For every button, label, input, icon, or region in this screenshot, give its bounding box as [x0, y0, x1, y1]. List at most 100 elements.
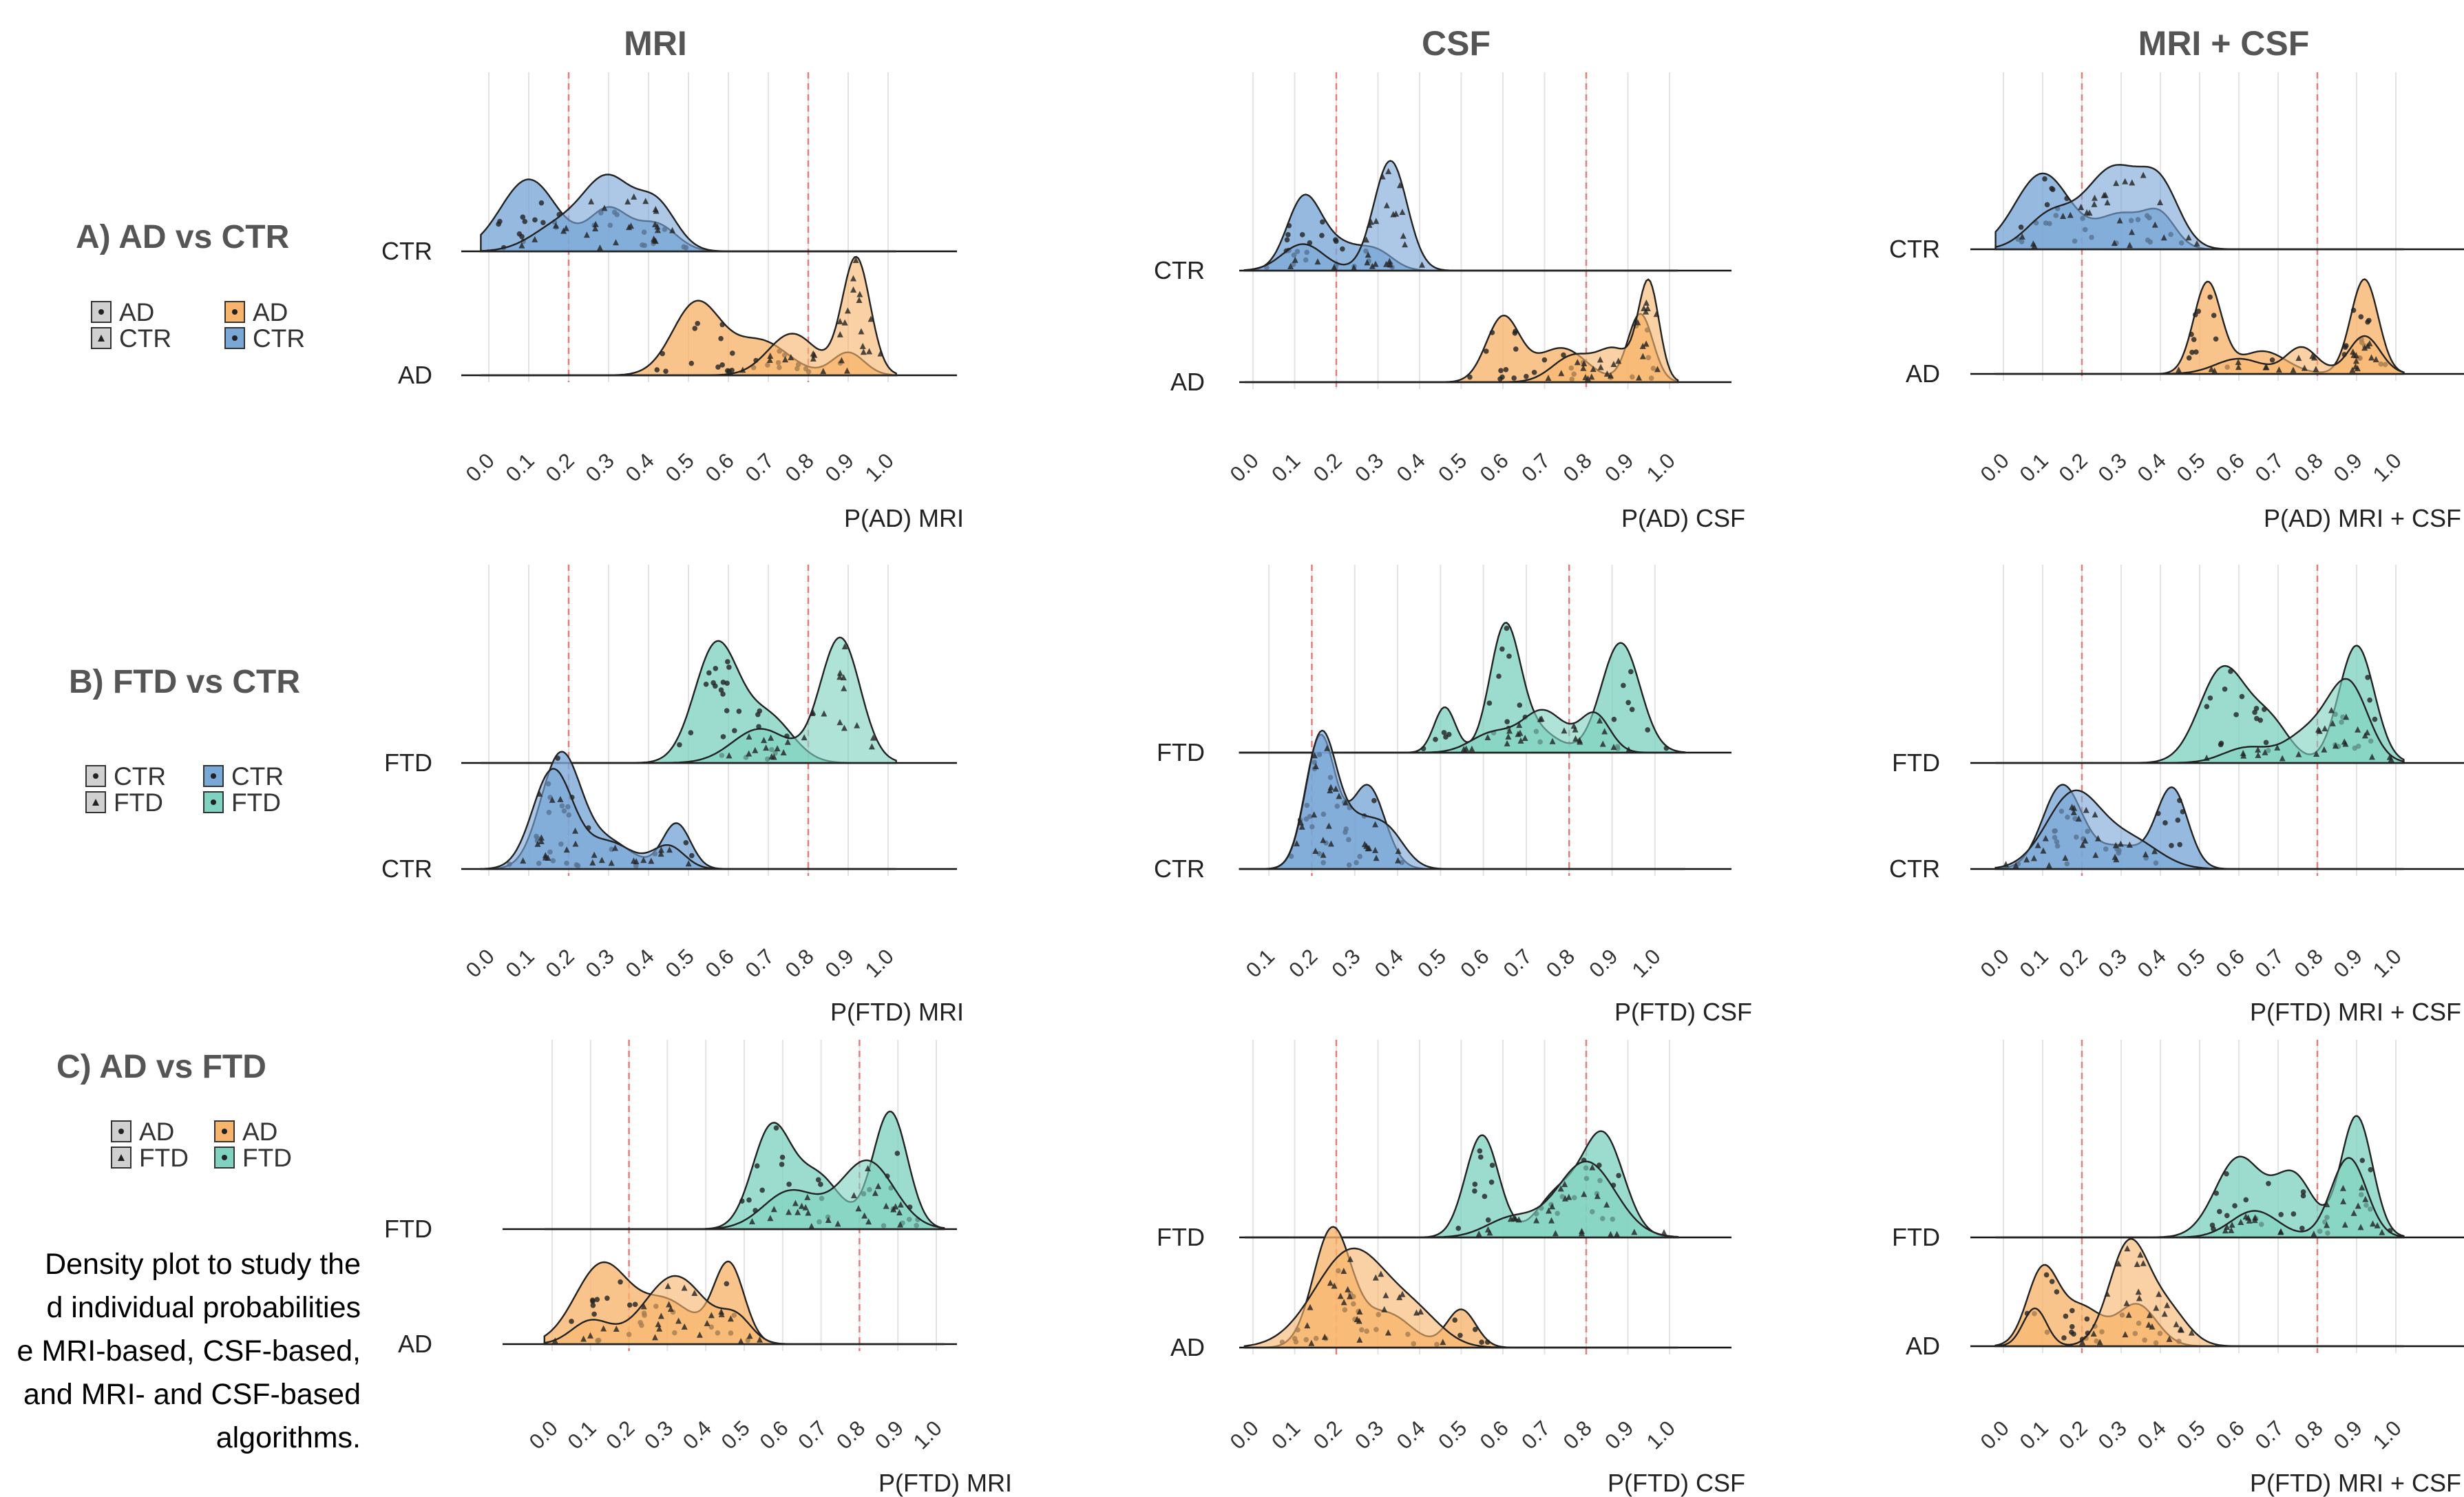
point-triangle — [1546, 1207, 1552, 1214]
point-triangle — [1517, 729, 1524, 736]
point — [746, 1197, 752, 1203]
point — [2061, 1335, 2067, 1341]
point — [724, 1281, 730, 1287]
point-triangle — [727, 1315, 734, 1322]
tick-label: 0.7 — [2251, 1416, 2288, 1454]
point-triangle — [798, 1202, 805, 1209]
point-triangle — [739, 366, 746, 373]
point-triangle — [1654, 366, 1661, 373]
point — [2064, 196, 2070, 202]
point — [2193, 349, 2199, 355]
point-triangle — [1510, 1214, 1517, 1221]
point-triangle — [786, 1208, 792, 1215]
point-triangle — [2125, 1311, 2132, 1318]
tick-label: 0.7 — [741, 944, 779, 982]
point — [538, 200, 545, 206]
point-triangle — [520, 857, 527, 864]
point-triangle — [557, 795, 564, 802]
tick-label: 0.8 — [781, 448, 819, 486]
point-triangle — [2208, 366, 2215, 373]
x-axis-label: P(FTD) MRI — [878, 1469, 1012, 1497]
point-triangle — [1601, 728, 1608, 735]
point-triangle — [685, 860, 692, 867]
point-triangle — [2040, 847, 2047, 854]
point — [2291, 1211, 2297, 1217]
point-triangle — [1580, 364, 1587, 371]
point — [2049, 1279, 2055, 1284]
point — [497, 218, 503, 224]
tick-label: 0.3 — [581, 448, 619, 486]
tick-label: 0.1 — [1267, 448, 1305, 486]
point-triangle — [1312, 763, 1319, 770]
point — [2204, 704, 2210, 709]
ridge-label-ftd: FTD — [384, 748, 432, 777]
x-axis-label: P(FTD) MRI + CSF — [2250, 998, 2461, 1026]
point — [773, 1125, 779, 1131]
point — [590, 1302, 596, 1308]
point-triangle — [531, 235, 538, 242]
point-triangle — [2263, 364, 2270, 370]
ridge-label-ad: AD — [1906, 1332, 1940, 1360]
point-triangle — [1347, 1255, 1354, 1262]
point — [569, 1319, 574, 1324]
point — [1625, 700, 1631, 706]
point — [1319, 233, 1325, 238]
point — [2189, 349, 2195, 355]
point — [2254, 715, 2260, 722]
point-triangle — [613, 1326, 620, 1332]
point-triangle — [856, 291, 863, 297]
tick-label: 0.6 — [2211, 1416, 2249, 1454]
point-triangle — [770, 1206, 777, 1213]
point-triangle — [518, 242, 525, 249]
point — [2177, 841, 2182, 848]
tick-label: 0.9 — [2329, 1416, 2367, 1454]
point — [1504, 719, 1510, 724]
x-axis-label: P(AD) MRI + CSF — [2264, 504, 2461, 532]
point-triangle — [2251, 1217, 2258, 1224]
point-triangle — [583, 231, 590, 238]
point-triangle — [675, 1317, 682, 1324]
point-triangle — [2339, 1184, 2346, 1191]
ridge-label-ftd: FTD — [1157, 738, 1205, 766]
point — [720, 734, 726, 740]
density-ad-1 — [1243, 1247, 1678, 1349]
column-title-csf: CSF — [1422, 24, 1491, 63]
point-triangle — [1417, 1308, 1424, 1315]
point-triangle — [1402, 241, 1409, 248]
point — [2366, 317, 2372, 324]
point-triangle — [1594, 1193, 1601, 1200]
panel-0-2: CTR AD 0.0 0.1 0.2 0.3 0.4 0.5 0.6 0.7 0.8 0.9 1.0 P(… — [1889, 72, 2464, 532]
tick-label: 0.5 — [717, 1416, 755, 1454]
tick-label: 0.4 — [1370, 944, 1408, 982]
point-triangle — [551, 1337, 558, 1344]
ridge-label-ad: AD — [398, 1330, 432, 1358]
point-triangle — [1385, 167, 1392, 174]
legend-label: AD — [242, 1118, 277, 1146]
point — [522, 218, 528, 224]
point — [2018, 224, 2024, 230]
tick-label: 0.6 — [1475, 1416, 1513, 1454]
row-title-ad-vs-ftd: C) AD vs FTD — [56, 1049, 266, 1085]
point-triangle — [592, 220, 599, 227]
point-triangle — [552, 222, 559, 229]
tick-label: 0.8 — [1559, 1416, 1597, 1454]
point-triangle — [2111, 240, 2118, 247]
point-triangle — [2092, 811, 2098, 818]
point — [2239, 693, 2245, 700]
point-triangle — [860, 348, 867, 355]
tick-label: 0.3 — [2094, 448, 2131, 486]
point-triangle — [588, 198, 595, 205]
point-triangle — [1292, 256, 1298, 263]
point — [1420, 746, 1426, 752]
density-ctr-1 — [1994, 164, 2404, 251]
tick-label: 0.6 — [2211, 448, 2249, 486]
point — [2049, 185, 2054, 191]
tick-label: 1.0 — [909, 1416, 947, 1454]
tick-label: 0.9 — [821, 448, 859, 486]
point-triangle — [667, 1305, 674, 1312]
tick-label: 1.0 — [2368, 1416, 2406, 1454]
point — [2358, 314, 2364, 320]
point-triangle — [2350, 351, 2357, 358]
point — [1504, 625, 1510, 631]
point-triangle — [1484, 1226, 1491, 1233]
